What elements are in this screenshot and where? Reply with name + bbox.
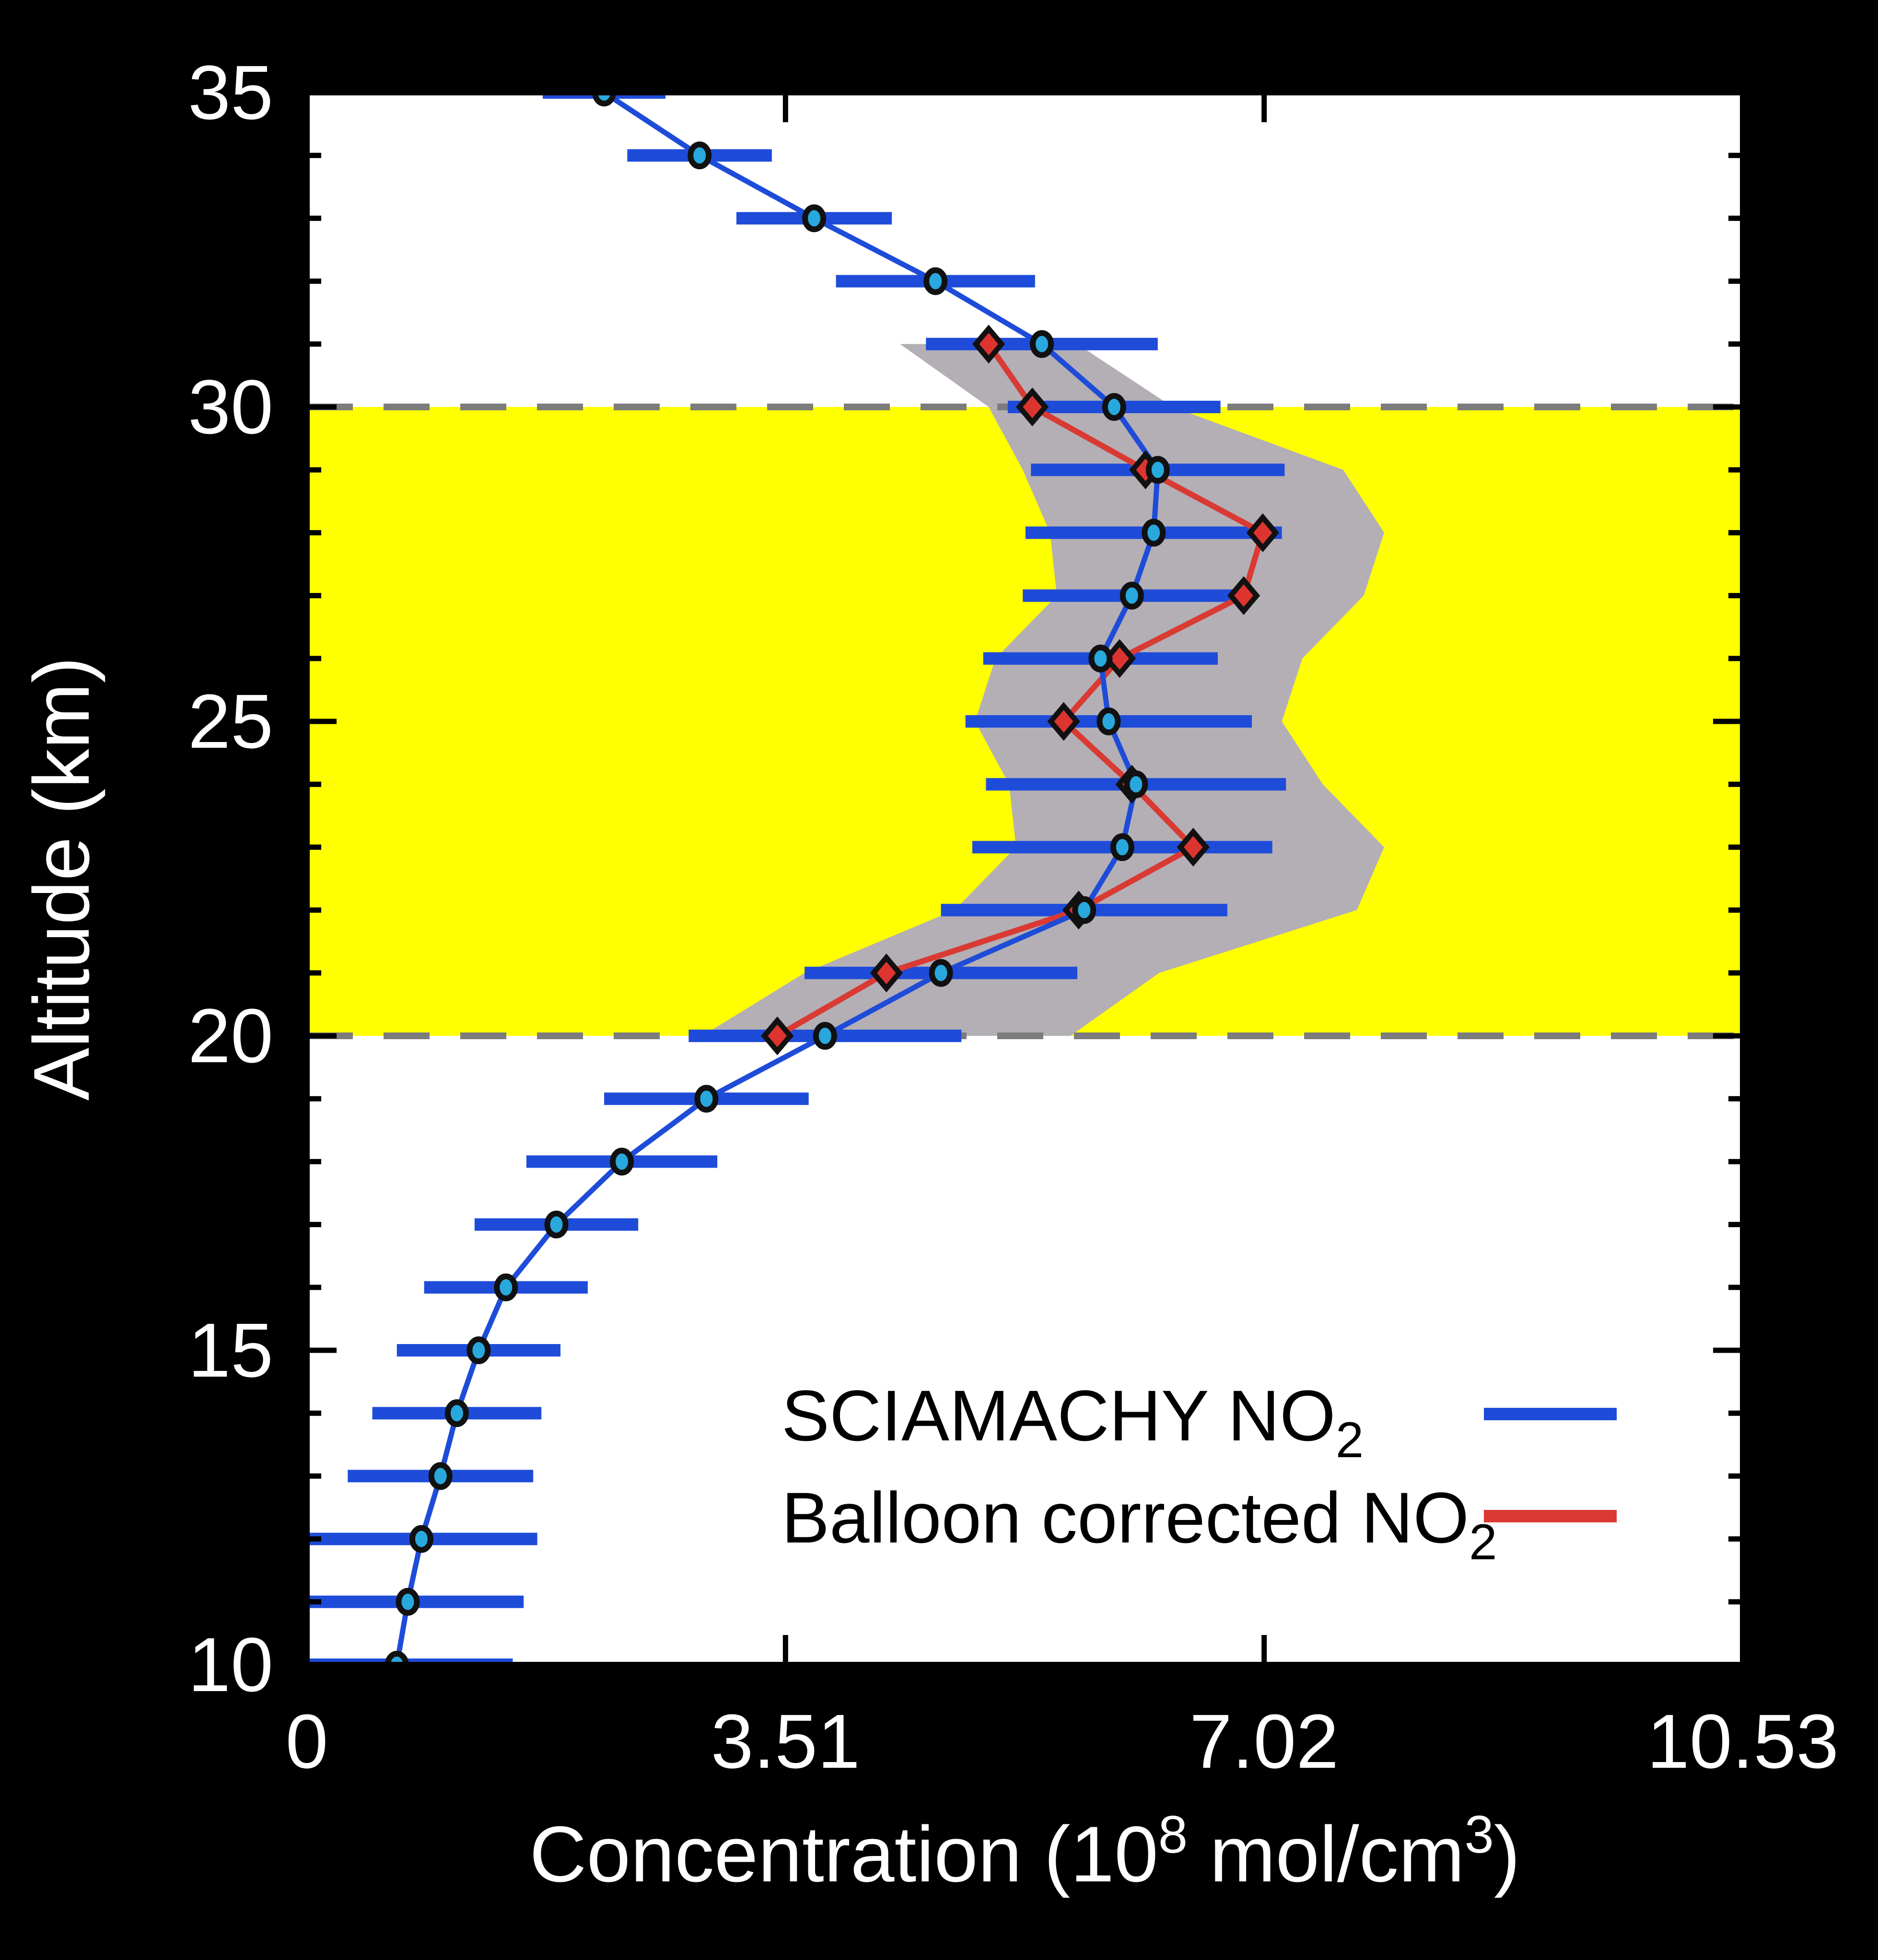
x-tick-label: 3.51: [711, 1698, 860, 1784]
data-point-circle: [923, 267, 948, 295]
legend-label: SCIAMACHY NO2: [782, 1375, 1364, 1468]
series-balloon-line: [776, 342, 1266, 1039]
data-point-circle: [1096, 707, 1121, 735]
data-point-circle: [544, 1210, 569, 1239]
data-point-circle: [610, 1148, 634, 1176]
data-point-diamond: [972, 325, 1005, 364]
data-point-circle: [467, 1336, 491, 1364]
data-point-diamond: [1227, 576, 1260, 615]
data-layer: [307, 93, 1743, 1665]
data-point-circle: [1145, 456, 1170, 484]
data-point-circle: [1120, 581, 1144, 610]
data-point-circle: [428, 1462, 453, 1490]
data-point-diamond: [1047, 702, 1080, 741]
data-point-circle: [813, 1022, 837, 1050]
data-point-circle: [444, 1399, 469, 1427]
y-tick-label: 15: [188, 1307, 273, 1393]
data-point-circle: [1072, 896, 1096, 924]
y-tick-label: 20: [188, 993, 273, 1079]
data-point-diamond: [870, 953, 903, 993]
data-point-circle: [802, 204, 827, 232]
y-tick-label: 35: [188, 49, 273, 135]
data-point-circle: [694, 1085, 719, 1113]
data-point-circle: [688, 141, 712, 170]
data-point-diamond: [761, 1016, 794, 1055]
data-point-circle: [1088, 644, 1113, 673]
data-point-circle: [1030, 330, 1054, 358]
x-tick-label: 0: [286, 1698, 328, 1784]
axis-labels: 10 15 20 25 30 35 0 3.51 7.02 10.53: [188, 49, 1839, 1784]
data-point-circle: [494, 1273, 518, 1301]
data-point-circle: [1102, 393, 1126, 421]
uncertainty-band: [702, 344, 1384, 1036]
data-point-diamond: [1177, 827, 1210, 867]
y-tick-label: 30: [188, 364, 273, 450]
data-point-circle: [409, 1525, 433, 1553]
data-point-diamond: [1246, 513, 1280, 552]
y-axis-title: Altitude (km): [17, 657, 105, 1101]
data-point-circle: [396, 1588, 420, 1616]
x-tick-label: 10.53: [1647, 1698, 1839, 1784]
x-tick-label: 7.02: [1190, 1698, 1339, 1784]
data-point-diamond: [1015, 387, 1049, 427]
x-axis-title: Concentration (108 mol/cm3): [529, 1805, 1520, 1898]
data-point-circle: [1124, 770, 1148, 799]
y-tick-label: 25: [188, 678, 273, 764]
data-point-circle: [1142, 519, 1166, 547]
plot-frame: [304, 90, 1746, 1668]
legend-label: Balloon corrected NO2: [782, 1477, 1497, 1570]
data-point-circle: [929, 959, 953, 987]
data-point-circle: [1110, 833, 1134, 861]
y-tick-label: 10: [188, 1622, 273, 1707]
